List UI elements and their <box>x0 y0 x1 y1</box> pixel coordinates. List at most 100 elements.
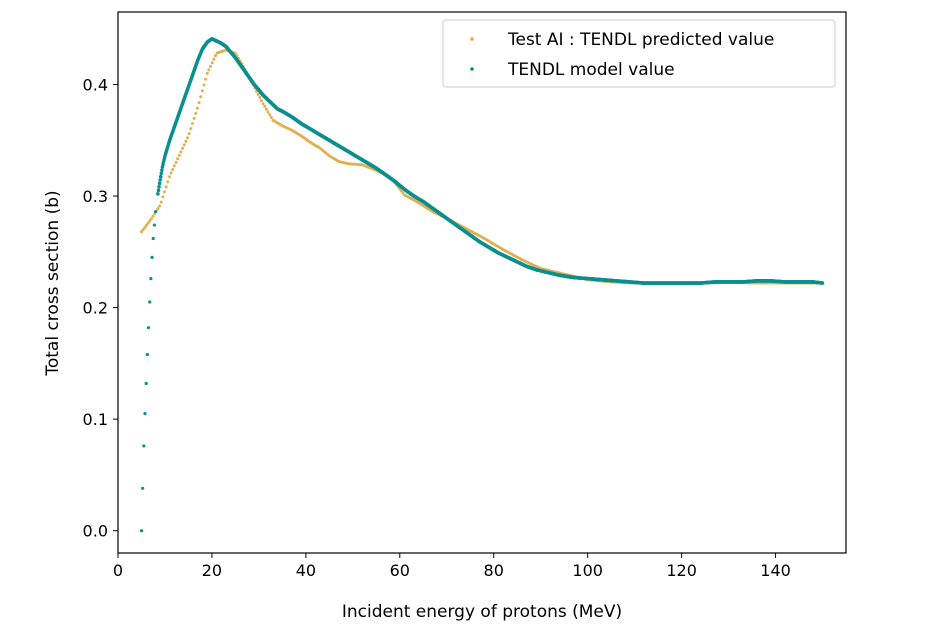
x-tick-label: 60 <box>390 561 410 580</box>
x-tick-label: 140 <box>760 561 791 580</box>
predicted-point <box>259 99 263 103</box>
predicted-point <box>194 111 198 115</box>
predicted-point <box>269 115 273 119</box>
x-tick-label: 0 <box>113 561 123 580</box>
predicted-point <box>266 110 270 114</box>
predicted-point <box>261 102 265 106</box>
predicted-point <box>149 217 153 221</box>
predicted-point <box>161 195 165 199</box>
model-point <box>160 165 165 169</box>
model-point <box>146 326 151 330</box>
predicted-point <box>144 223 148 227</box>
y-tick-label: 0.0 <box>83 522 108 541</box>
legend-marker-model <box>470 67 474 71</box>
model-point <box>156 188 161 193</box>
predicted-point <box>213 54 217 58</box>
model-point <box>149 277 153 281</box>
y-tick-label: 0.3 <box>83 187 108 206</box>
legend-marker-predicted <box>470 37 474 41</box>
predicted-point <box>186 136 190 140</box>
predicted-point <box>199 95 203 99</box>
model-point <box>158 178 162 182</box>
predicted-point <box>192 116 196 120</box>
model-point <box>141 486 145 490</box>
model-point <box>160 168 164 173</box>
predicted-point <box>264 107 268 111</box>
predicted-point <box>209 64 213 68</box>
model-point <box>150 255 154 259</box>
model-point <box>157 181 162 186</box>
model-point <box>156 192 160 196</box>
predicted-point <box>166 180 170 184</box>
predicted-point <box>164 185 168 189</box>
legend-frame <box>442 19 836 88</box>
predicted-point <box>200 89 204 93</box>
model-point <box>159 171 164 176</box>
model-point <box>820 281 825 285</box>
predicted-point <box>399 189 403 193</box>
predicted-point <box>172 164 176 168</box>
predicted-point <box>187 132 191 136</box>
model-point <box>151 236 155 241</box>
predicted-point <box>207 68 211 72</box>
x-tick-label: 80 <box>484 561 504 580</box>
predicted-point <box>205 71 209 75</box>
predicted-point <box>174 160 178 164</box>
y-tick-label: 0.4 <box>83 76 108 95</box>
predicted-point <box>258 95 262 99</box>
predicted-point <box>171 167 175 171</box>
model-point <box>142 444 146 448</box>
predicted-point <box>204 77 208 81</box>
model-point <box>148 300 152 304</box>
predicted-point <box>197 101 201 105</box>
predicted-point <box>146 221 150 225</box>
x-tick-label: 100 <box>572 561 603 580</box>
legend-label-predicted: Test AI : TENDL predicted value <box>507 30 774 50</box>
x-tick-label: 40 <box>296 561 316 580</box>
model-point <box>145 352 149 357</box>
y-tick-label: 0.2 <box>83 299 108 318</box>
predicted-point <box>141 228 145 232</box>
model-point <box>143 411 147 416</box>
predicted-point <box>210 61 214 65</box>
predicted-point <box>143 225 147 229</box>
y-tick-label: 0.1 <box>83 410 108 429</box>
x-axis-label: Incident energy of protons (MeV) <box>342 602 622 622</box>
predicted-point <box>256 92 260 96</box>
predicted-point <box>176 157 180 161</box>
predicted-point <box>156 207 160 211</box>
model-point <box>139 529 144 533</box>
model-point <box>157 185 161 189</box>
predicted-point <box>158 204 162 208</box>
model-point <box>144 381 148 386</box>
x-axis: 0 20 40 60 80 100 120 140 <box>113 553 791 580</box>
model-point <box>153 210 158 214</box>
predicted-point <box>268 113 272 117</box>
predicted-point <box>159 200 163 204</box>
predicted-point <box>212 57 216 61</box>
predicted-point <box>181 146 185 150</box>
predicted-point <box>202 83 206 87</box>
model-point <box>158 174 163 179</box>
x-tick-label: 120 <box>666 561 697 580</box>
predicted-point <box>151 214 155 218</box>
predicted-point <box>179 150 183 154</box>
predicted-point <box>182 143 186 147</box>
y-axis: 0.0 0.1 0.2 0.3 0.4 <box>83 76 118 541</box>
x-tick-label: 20 <box>202 561 222 580</box>
predicted-point <box>195 106 199 110</box>
predicted-point <box>139 230 143 234</box>
y-axis-label: Total cross section (b) <box>43 190 63 376</box>
predicted-point <box>177 153 181 157</box>
plot-frame <box>117 11 847 554</box>
model-point <box>152 223 156 227</box>
predicted-point <box>167 175 171 179</box>
predicted-point <box>148 219 152 223</box>
series-model <box>139 37 825 533</box>
predicted-point <box>190 121 194 125</box>
legend: Test AI : TENDL predicted value TENDL mo… <box>442 19 836 88</box>
predicted-point <box>163 190 166 194</box>
legend-label-model: TENDL model value <box>507 60 675 80</box>
predicted-point <box>169 171 173 175</box>
